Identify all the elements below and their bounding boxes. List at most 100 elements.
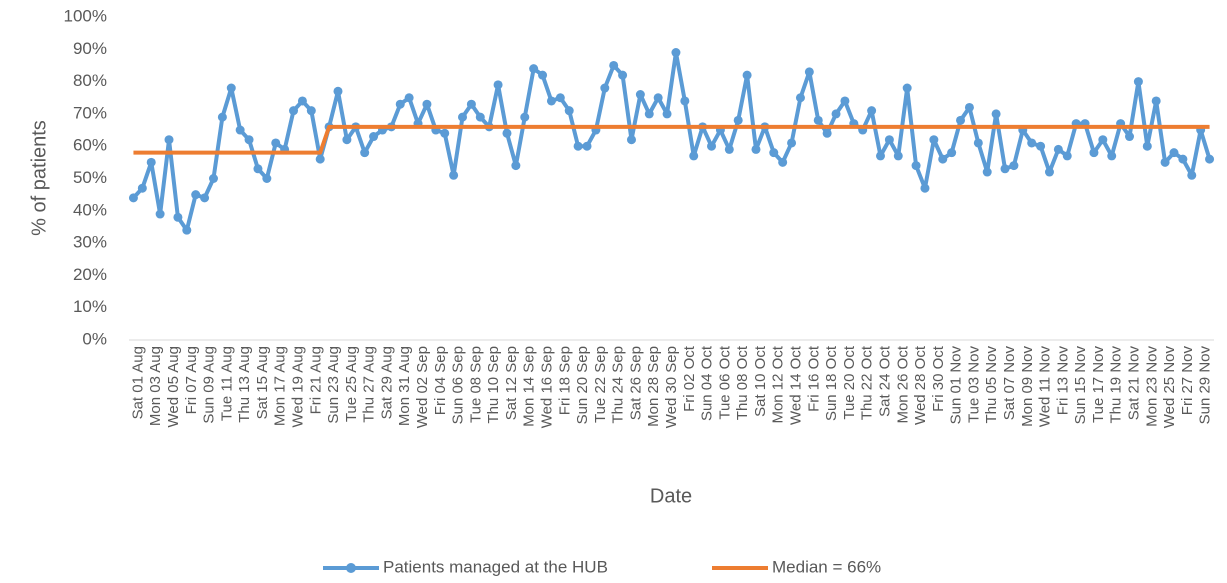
data-point	[1044, 167, 1054, 177]
y-tick-label: 0%	[82, 329, 107, 348]
y-tick-label: 100%	[64, 6, 107, 25]
data-point	[404, 93, 414, 103]
data-point	[493, 80, 503, 90]
x-tick-label: Fri 13 Nov	[1054, 346, 1071, 416]
data-point	[520, 112, 530, 122]
data-point	[1107, 151, 1117, 161]
y-tick-label: 40%	[73, 200, 107, 219]
x-tick-label: Mon 12 Oct	[770, 345, 787, 423]
data-point	[947, 148, 957, 158]
data-point	[618, 70, 628, 80]
data-point	[137, 183, 147, 193]
data-point	[155, 209, 165, 219]
data-point	[724, 144, 734, 154]
data-point	[644, 109, 654, 119]
x-axis-label: Date	[650, 485, 692, 507]
x-tick-label: Sun 15 Nov	[1072, 346, 1089, 425]
data-point	[956, 115, 966, 125]
x-tick-label: Thu 08 Oct	[734, 345, 751, 420]
x-tick-label: Fri 30 Oct	[930, 345, 947, 412]
data-point	[1027, 138, 1037, 148]
data-point	[609, 60, 619, 70]
x-tick-label: Sun 23 Aug	[325, 346, 342, 424]
x-tick-label: Thu 05 Nov	[983, 346, 1000, 424]
data-point	[475, 112, 485, 122]
data-point	[938, 154, 948, 164]
data-point	[635, 90, 645, 100]
data-point	[582, 141, 592, 151]
data-point	[564, 106, 574, 116]
data-point	[1151, 96, 1161, 106]
x-tick-label: Tue 08 Sep	[467, 346, 484, 423]
data-point	[973, 138, 983, 148]
x-tick-label: Thu 10 Sep	[485, 346, 502, 424]
x-tick-label: Sun 04 Oct	[699, 345, 716, 421]
data-point	[360, 148, 370, 158]
data-point	[662, 109, 672, 119]
x-tick-label: Tue 22 Sep	[592, 346, 609, 423]
data-point	[306, 106, 316, 116]
data-point	[164, 135, 174, 145]
data-point	[1205, 154, 1215, 164]
x-tick-label: Mon 31 Aug	[396, 346, 413, 426]
data-point	[893, 151, 903, 161]
x-tick-label: Wed 05 Aug	[165, 346, 182, 427]
data-point	[369, 132, 379, 142]
data-point	[466, 99, 476, 109]
data-point	[244, 135, 254, 145]
data-point	[813, 115, 823, 125]
x-tick-label: Sun 18 Oct	[823, 345, 840, 421]
data-point	[600, 83, 610, 93]
legend-label: Patients managed at the HUB	[383, 557, 608, 576]
data-point	[502, 128, 512, 138]
data-point	[902, 83, 912, 93]
data-point	[1160, 157, 1170, 167]
x-tick-label: Wed 30 Sep	[663, 346, 680, 428]
data-point	[262, 174, 272, 183]
data-point	[395, 99, 405, 109]
x-tick-label: Tue 17 Nov	[1090, 346, 1107, 423]
y-tick-label: 80%	[73, 71, 107, 90]
x-tick-label: Sun 20 Sep	[574, 346, 591, 424]
x-tick-label: Tue 11 Aug	[218, 346, 235, 421]
x-tick-label: Sat 10 Oct	[752, 345, 769, 417]
data-point	[573, 141, 583, 151]
data-point	[787, 138, 797, 148]
x-tick-label: Mon 17 Aug	[272, 346, 289, 426]
x-tick-label: Fri 07 Aug	[183, 346, 200, 414]
data-point	[253, 164, 263, 174]
data-point	[342, 135, 352, 145]
x-tick-label: Sat 15 Aug	[254, 346, 271, 419]
series-line	[131, 50, 1212, 233]
x-tick-label: Fri 02 Oct	[681, 345, 698, 412]
x-tick-label: Thu 22 Oct	[859, 345, 876, 420]
data-point	[653, 93, 663, 103]
y-tick-label: 90%	[73, 39, 107, 58]
x-tick-label: Sat 12 Sep	[503, 346, 520, 420]
data-point	[235, 125, 245, 135]
data-point	[778, 157, 788, 167]
data-point	[840, 96, 850, 106]
data-point	[289, 106, 299, 116]
data-point	[1142, 141, 1152, 151]
y-tick-label: 50%	[73, 168, 107, 187]
y-axis-label: % of patients	[28, 120, 50, 236]
y-tick-label: 20%	[73, 265, 107, 284]
data-point	[964, 102, 974, 112]
x-tick-label: Mon 03 Aug	[147, 346, 164, 426]
x-tick-label: Wed 16 Sep	[539, 346, 556, 428]
x-tick-label: Fri 27 Nov	[1179, 346, 1196, 416]
data-point	[911, 161, 921, 171]
data-point	[1169, 148, 1179, 158]
x-tick-label: Thu 27 Aug	[361, 346, 378, 423]
data-point	[200, 193, 210, 203]
data-point	[449, 170, 459, 180]
data-point	[929, 135, 939, 145]
data-point	[1089, 148, 1099, 158]
data-point	[511, 161, 521, 171]
x-tick-label: Sat 29 Aug	[378, 346, 395, 419]
data-point	[555, 93, 565, 103]
data-point	[538, 70, 548, 80]
data-point	[297, 96, 307, 106]
